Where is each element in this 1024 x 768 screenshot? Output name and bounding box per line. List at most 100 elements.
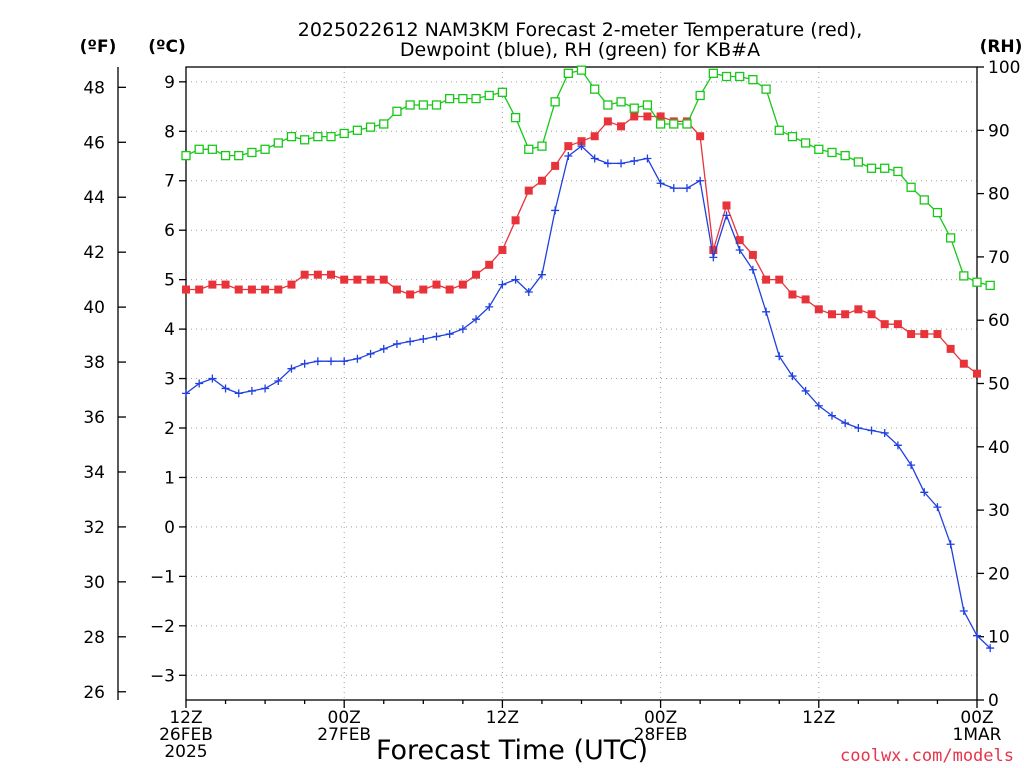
temperature-point — [801, 295, 810, 304]
temperature-point — [564, 142, 573, 151]
temperature-point — [472, 270, 481, 279]
series-temperature — [182, 112, 981, 378]
celsius-tick-label: −1 — [150, 567, 175, 587]
celsius-tick-label: 9 — [164, 73, 175, 93]
rh-point — [181, 150, 191, 161]
series-dewpoint — [182, 142, 995, 653]
fahrenheit-tick-label: 26 — [83, 683, 105, 703]
rh-point — [853, 157, 863, 167]
fahrenheit-tick-label: 34 — [83, 463, 105, 483]
grid-lines — [186, 67, 977, 700]
temperature-point — [722, 201, 731, 210]
temperature-point — [590, 132, 599, 141]
rh-tick-label: 10 — [988, 628, 1010, 648]
fahrenheit-tick-label: 30 — [83, 573, 105, 593]
rh-unit-label: (RH) — [980, 37, 1023, 57]
dewpoint-point — [854, 424, 863, 433]
rh-point — [326, 131, 336, 142]
rh-point — [906, 182, 916, 192]
fahrenheit-tick-label: 48 — [83, 78, 105, 98]
dewpoint-point — [827, 411, 836, 420]
fahrenheit-unit-label: (ºF) — [80, 37, 117, 57]
dewpoint-point — [617, 159, 626, 168]
chart-title-line-1: 2025022612 NAM3KM Forecast 2-meter Tempe… — [298, 19, 862, 41]
x-tick-label: 26FEB — [159, 725, 213, 745]
temperature-point — [537, 176, 546, 185]
rh-point — [603, 100, 613, 110]
rh-point — [893, 166, 903, 177]
rh-point — [313, 131, 323, 142]
rh-point — [721, 71, 732, 82]
dewpoint-point — [907, 461, 916, 470]
dewpoint-point — [590, 154, 599, 163]
temperature-point — [867, 310, 876, 319]
rh-point — [484, 90, 494, 101]
x-tick-label: 28FEB — [634, 725, 688, 745]
dewpoint-point — [445, 330, 454, 339]
fahrenheit-tick-label: 42 — [83, 243, 105, 263]
rh-tick-label: 60 — [988, 311, 1010, 331]
temperature-point — [511, 216, 520, 225]
temperature-point — [353, 275, 362, 284]
temperature-point — [630, 112, 639, 121]
fahrenheit-tick-label: 44 — [83, 188, 105, 208]
rh-tick-label: 40 — [988, 438, 1010, 458]
dewpoint-point — [524, 288, 533, 297]
temperature-point — [854, 305, 863, 314]
temperature-point — [432, 280, 441, 289]
dewpoint-point — [551, 206, 560, 215]
rh-point — [866, 163, 877, 173]
rh-point — [392, 106, 402, 116]
temperature-point — [445, 285, 454, 294]
rh-point — [576, 65, 587, 75]
temperature-point — [234, 285, 243, 294]
celsius-tick-label: −2 — [150, 617, 175, 637]
dewpoint-point — [432, 332, 441, 341]
rh-point — [524, 144, 534, 154]
x-axis-title: Forecast Time (UTC) — [376, 735, 648, 766]
rh-point — [880, 163, 890, 173]
x-tick-label: 12Z — [486, 708, 519, 728]
temperature-point — [775, 275, 784, 284]
rh-tick-label: 30 — [988, 501, 1010, 521]
dewpoint-point — [366, 349, 375, 358]
dewpoint-point — [458, 325, 467, 334]
celsius-tick-label: 7 — [164, 172, 175, 192]
dewpoint-point — [920, 488, 929, 497]
dewpoint-point — [511, 275, 520, 284]
x-tick-label: 1MAR — [953, 725, 1002, 745]
temperature-point — [366, 275, 375, 284]
series-rh — [181, 65, 995, 291]
rh-point — [445, 94, 455, 104]
dewpoint-point — [182, 389, 190, 398]
temperature-line — [186, 115, 978, 375]
temperature-point — [788, 290, 797, 299]
temperature-point — [709, 245, 718, 254]
temperature-point — [485, 260, 494, 269]
rh-point — [669, 119, 679, 129]
rh-point — [365, 122, 376, 132]
dewpoint-point — [472, 315, 481, 324]
rh-point — [590, 84, 600, 94]
rh-point — [379, 119, 389, 129]
temperature-point — [735, 236, 744, 245]
rh-point — [299, 135, 310, 145]
dewpoint-point — [247, 386, 256, 395]
dewpoint-point — [722, 211, 731, 220]
dewpoint-point — [537, 270, 546, 279]
dewpoint-point — [748, 265, 757, 274]
temperature-point — [696, 132, 705, 141]
temperature-point — [880, 320, 889, 329]
dewpoint-point — [762, 307, 771, 316]
dewpoint-point — [986, 644, 995, 653]
rh-point — [616, 97, 626, 107]
temperature-point — [643, 112, 652, 121]
temperature-point — [261, 285, 270, 294]
temperature-point — [458, 280, 467, 289]
rh-point — [247, 147, 257, 158]
credit-text: coolwx.com/models — [840, 746, 1014, 766]
rh-point — [800, 138, 811, 148]
temperature-point — [959, 359, 968, 368]
celsius-tick-label: 2 — [164, 419, 175, 439]
rh-point — [339, 128, 349, 139]
